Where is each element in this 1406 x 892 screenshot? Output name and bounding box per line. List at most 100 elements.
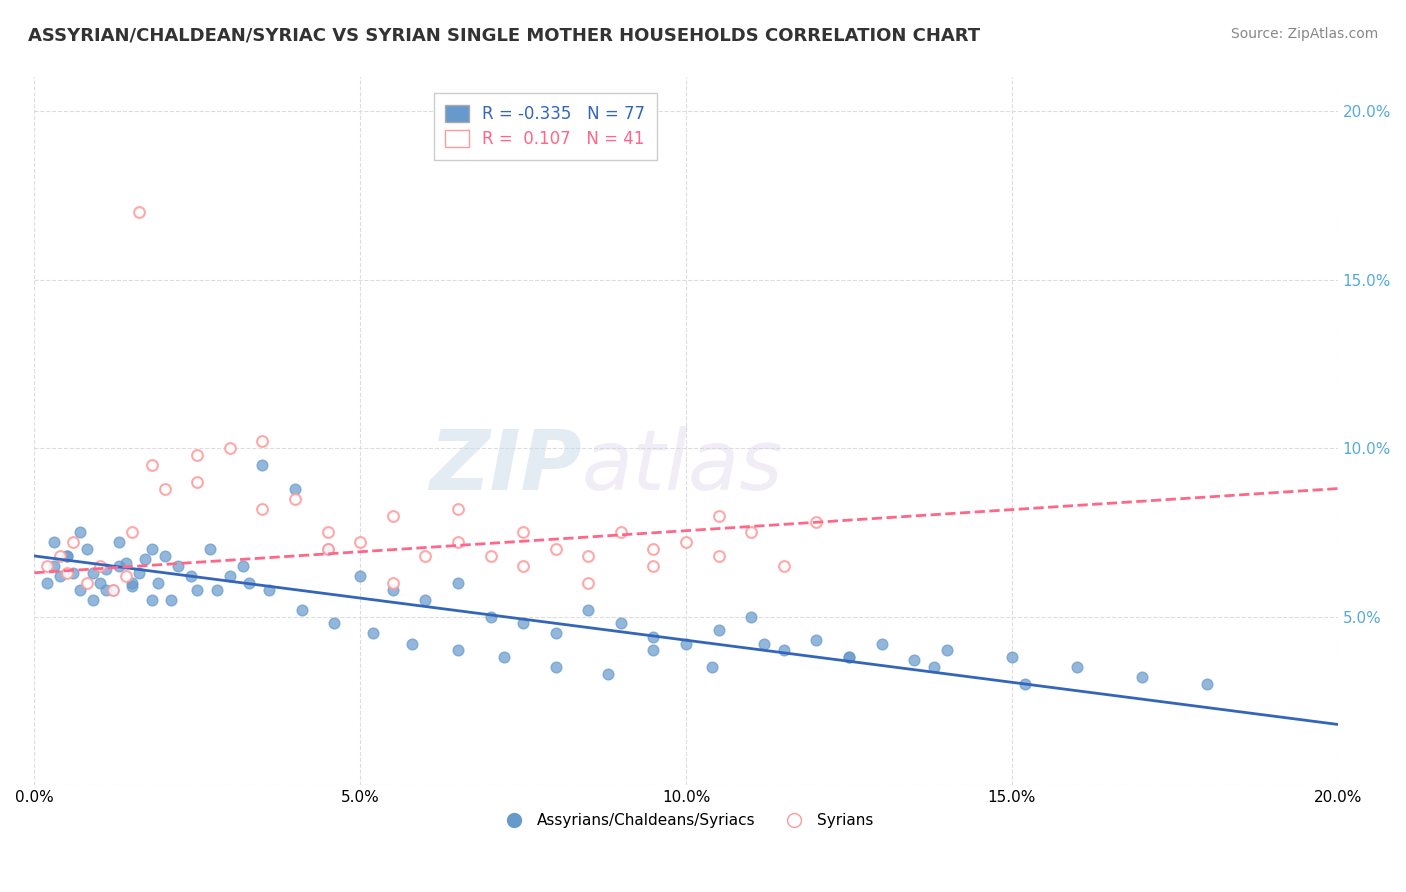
Point — [56, 549, 79, 563]
Point — [675, 535, 697, 549]
Point — [1197, 677, 1219, 691]
Point — [89, 575, 111, 590]
Point — [94, 582, 117, 597]
Point — [479, 609, 502, 624]
Point — [101, 582, 124, 597]
Point — [512, 559, 534, 574]
Point — [141, 542, 163, 557]
Point — [148, 575, 170, 590]
Point — [37, 559, 59, 574]
Text: ZIP: ZIP — [429, 426, 582, 508]
Point — [219, 441, 242, 455]
Point — [740, 525, 762, 540]
Point — [576, 549, 599, 563]
Point — [180, 569, 202, 583]
Point — [643, 542, 665, 557]
Point — [1014, 677, 1036, 691]
Point — [544, 626, 567, 640]
Point — [903, 653, 925, 667]
Point — [479, 549, 502, 563]
Point — [316, 542, 339, 557]
Point — [284, 491, 307, 506]
Point — [186, 475, 208, 489]
Point — [42, 535, 65, 549]
Point — [544, 542, 567, 557]
Point — [114, 556, 136, 570]
Point — [284, 482, 307, 496]
Point — [675, 636, 697, 650]
Point — [447, 535, 470, 549]
Point — [806, 515, 828, 529]
Point — [76, 542, 98, 557]
Point — [544, 660, 567, 674]
Point — [108, 559, 131, 574]
Point — [56, 549, 79, 563]
Text: atlas: atlas — [582, 426, 783, 508]
Legend: Assyrians/Chaldeans/Syriacs, Syrians: Assyrians/Chaldeans/Syriacs, Syrians — [494, 807, 879, 834]
Point — [114, 569, 136, 583]
Point — [349, 535, 371, 549]
Point — [492, 650, 515, 665]
Point — [89, 559, 111, 574]
Point — [101, 582, 124, 597]
Point — [381, 582, 404, 597]
Point — [643, 643, 665, 657]
Point — [610, 616, 633, 631]
Point — [838, 650, 860, 665]
Point — [252, 458, 274, 472]
Point — [381, 508, 404, 523]
Point — [49, 549, 72, 563]
Point — [643, 630, 665, 644]
Point — [62, 535, 84, 549]
Point — [108, 535, 131, 549]
Point — [141, 592, 163, 607]
Point — [205, 582, 228, 597]
Point — [772, 559, 794, 574]
Point — [447, 643, 470, 657]
Point — [252, 434, 274, 449]
Point — [238, 575, 260, 590]
Point — [381, 575, 404, 590]
Point — [447, 575, 470, 590]
Point — [37, 575, 59, 590]
Point — [62, 566, 84, 580]
Point — [141, 458, 163, 472]
Point — [82, 592, 104, 607]
Point — [415, 549, 437, 563]
Point — [153, 482, 176, 496]
Point — [935, 643, 957, 657]
Point — [596, 666, 619, 681]
Point — [870, 636, 893, 650]
Point — [160, 592, 183, 607]
Point — [69, 582, 91, 597]
Point — [94, 562, 117, 576]
Point — [121, 579, 143, 593]
Point — [134, 552, 156, 566]
Point — [806, 633, 828, 648]
Point — [82, 566, 104, 580]
Point — [186, 448, 208, 462]
Point — [838, 650, 860, 665]
Point — [42, 559, 65, 574]
Text: Source: ZipAtlas.com: Source: ZipAtlas.com — [1230, 27, 1378, 41]
Point — [772, 643, 794, 657]
Point — [447, 501, 470, 516]
Point — [361, 626, 384, 640]
Point — [576, 603, 599, 617]
Point — [290, 603, 312, 617]
Point — [754, 636, 776, 650]
Point — [56, 566, 79, 580]
Point — [922, 660, 945, 674]
Point — [401, 636, 423, 650]
Point — [707, 508, 730, 523]
Point — [323, 616, 346, 631]
Point — [707, 623, 730, 637]
Point — [700, 660, 723, 674]
Point — [740, 609, 762, 624]
Point — [232, 559, 254, 574]
Point — [1066, 660, 1088, 674]
Text: ASSYRIAN/CHALDEAN/SYRIAC VS SYRIAN SINGLE MOTHER HOUSEHOLDS CORRELATION CHART: ASSYRIAN/CHALDEAN/SYRIAC VS SYRIAN SINGL… — [28, 27, 980, 45]
Point — [121, 525, 143, 540]
Point — [1130, 670, 1153, 684]
Point — [219, 569, 242, 583]
